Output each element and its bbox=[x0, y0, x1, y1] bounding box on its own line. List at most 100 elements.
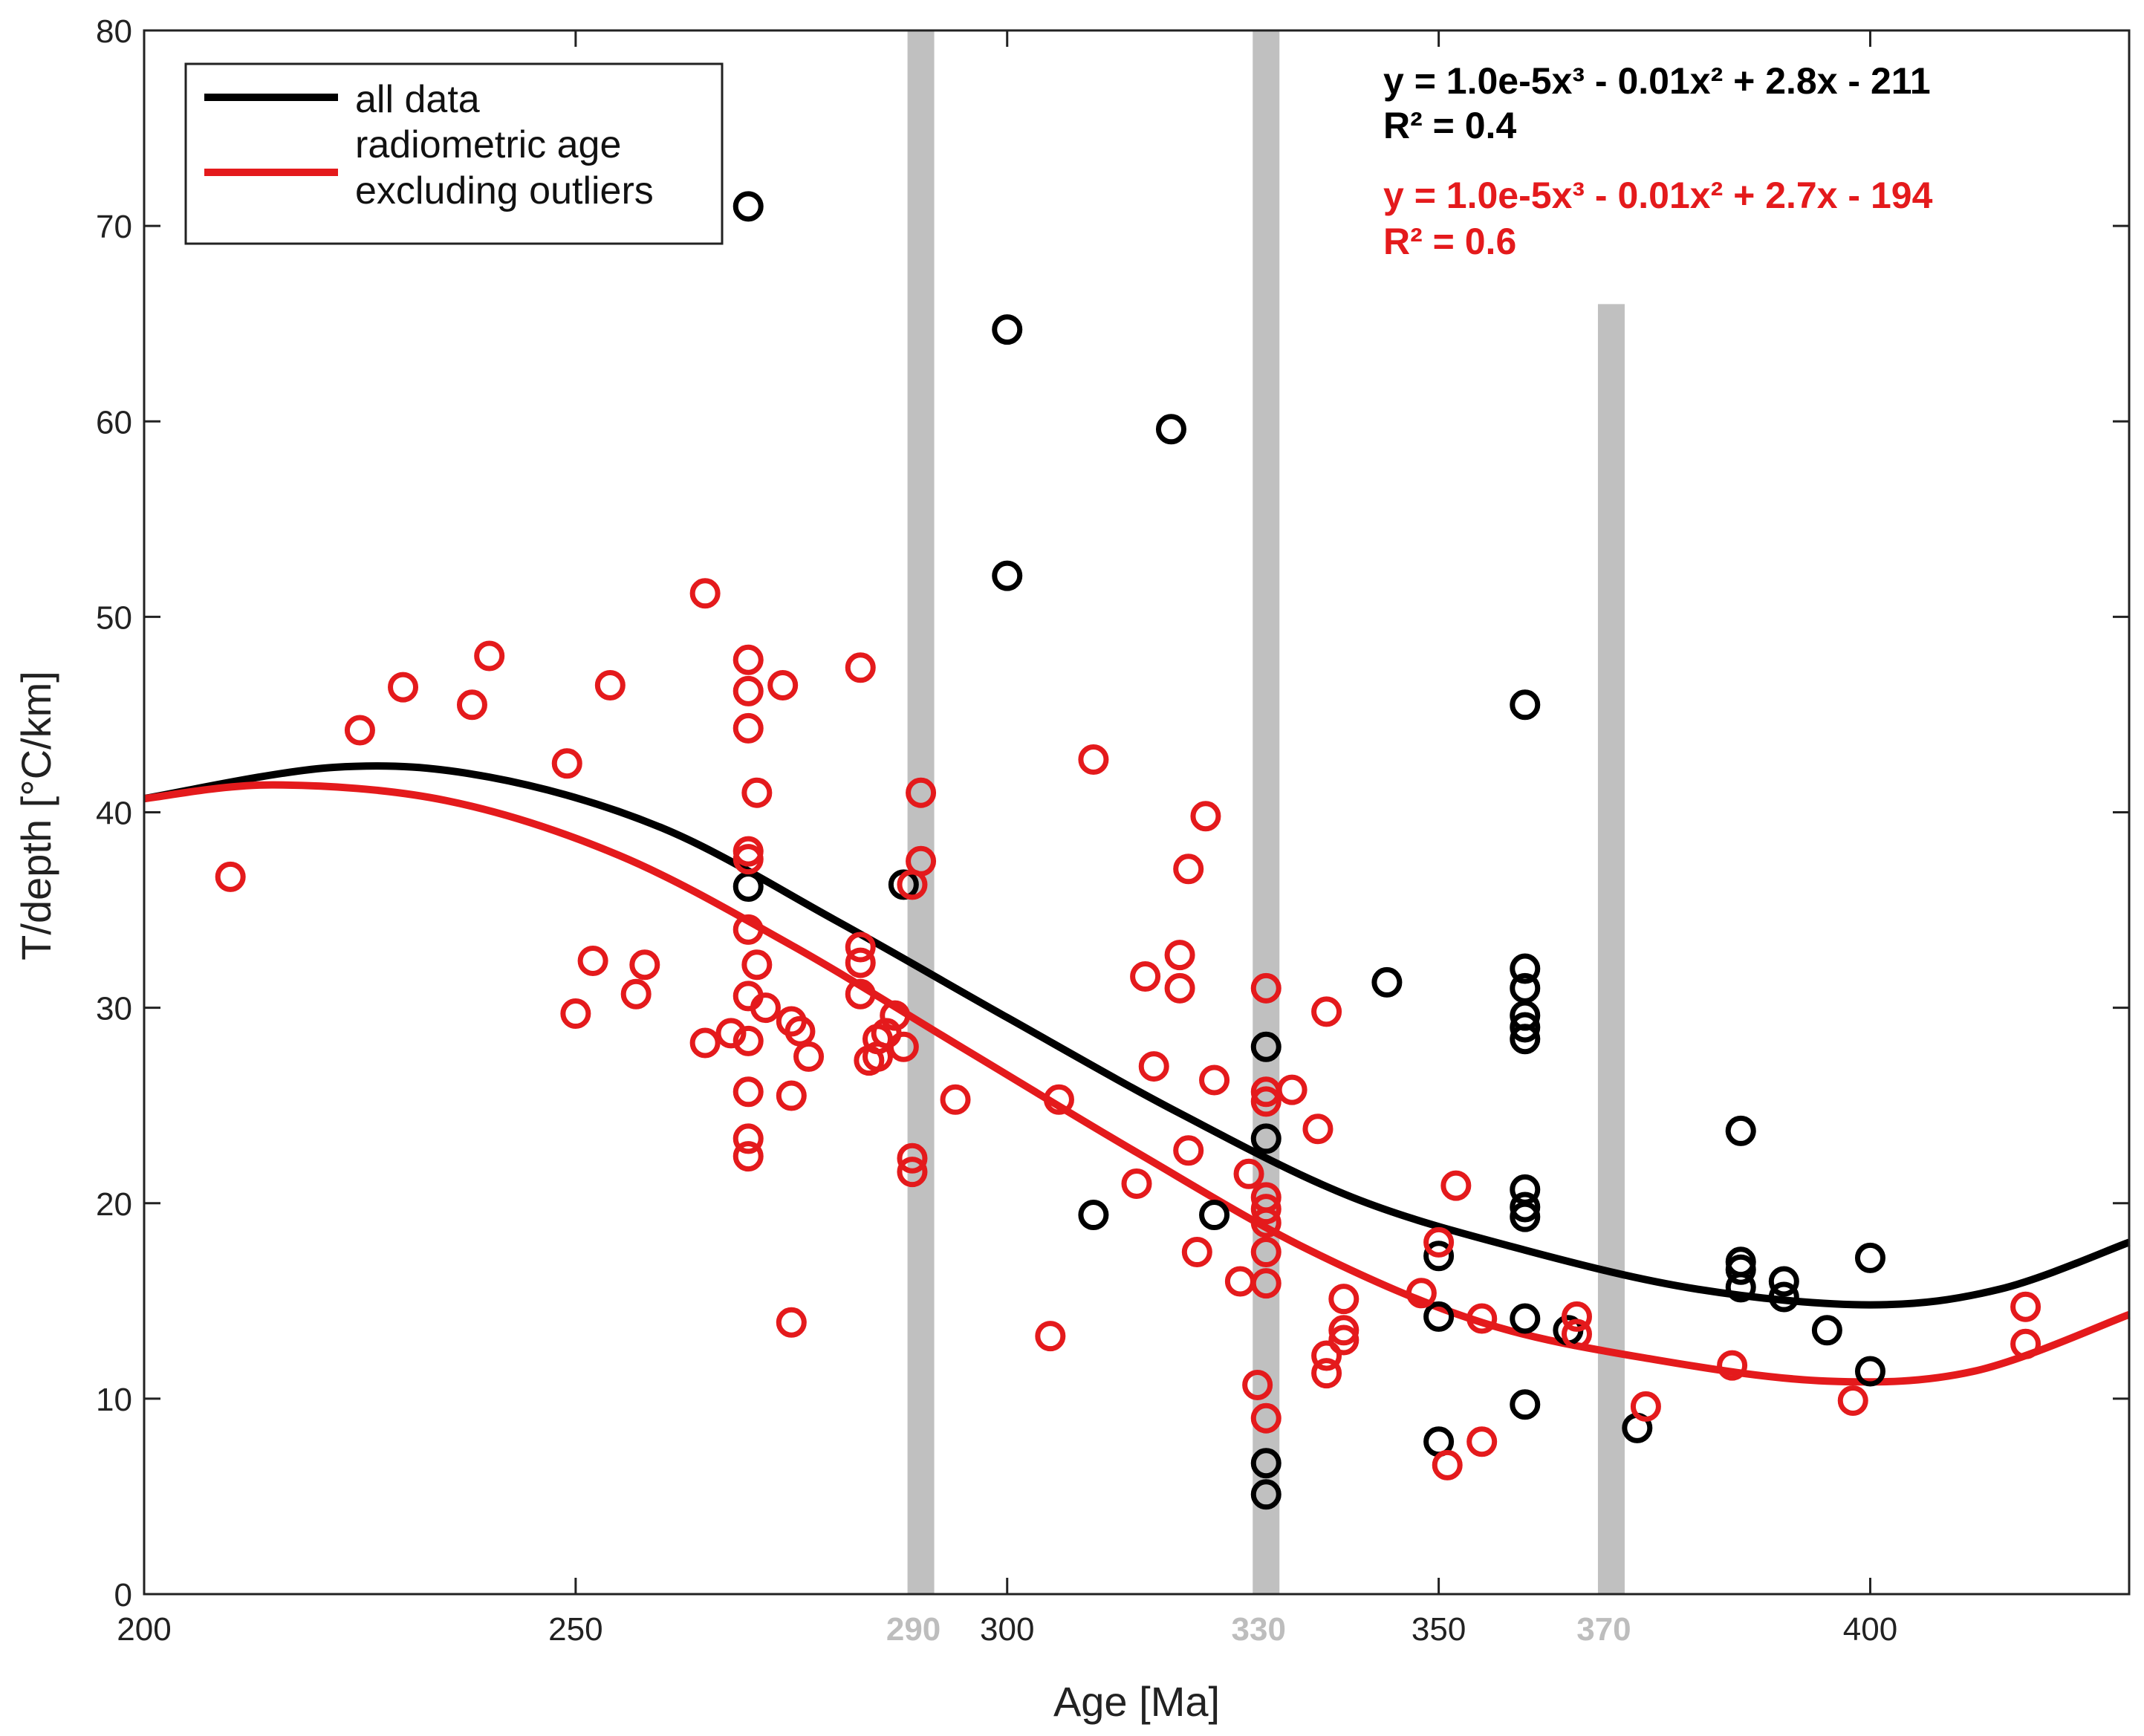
x-tick-label: 400 bbox=[1843, 1611, 1897, 1648]
point-radiometric bbox=[741, 949, 773, 981]
point-radiometric bbox=[1035, 1321, 1066, 1352]
point-all-data bbox=[1199, 1200, 1230, 1231]
point-all-data bbox=[1510, 1201, 1541, 1232]
equation-red-fit: y = 1.0e-5x³ - 0.01x² + 2.7x - 194 bbox=[1383, 175, 1933, 216]
point-all-data bbox=[1510, 1303, 1541, 1334]
point-radiometric bbox=[1837, 1385, 1868, 1417]
point-radiometric bbox=[715, 1018, 747, 1049]
y-axis-label: T/depth [°C/km] bbox=[13, 671, 59, 960]
point-radiometric bbox=[1561, 1301, 1592, 1332]
point-radiometric bbox=[1406, 1278, 1437, 1309]
point-radiometric bbox=[776, 1080, 807, 1111]
x-tick-label: 350 bbox=[1412, 1611, 1466, 1648]
y-tick-label: 20 bbox=[96, 1186, 132, 1223]
point-radiometric bbox=[906, 777, 937, 808]
legend-label-radiometric-1: radiometric age bbox=[355, 123, 621, 166]
series-radiometric bbox=[215, 578, 2041, 1480]
point-all-data bbox=[1371, 966, 1403, 998]
point-radiometric bbox=[1717, 1350, 1748, 1381]
point-all-data bbox=[1854, 1356, 1885, 1387]
point-radiometric bbox=[732, 1076, 764, 1108]
vertical-bands bbox=[907, 30, 1625, 1594]
point-radiometric bbox=[1250, 1268, 1281, 1299]
point-radiometric bbox=[1250, 1086, 1281, 1117]
point-radiometric bbox=[845, 652, 876, 683]
point-radiometric bbox=[1423, 1226, 1455, 1258]
point-radiometric bbox=[906, 845, 937, 877]
point-radiometric bbox=[629, 949, 660, 981]
legend-label-all-data: all data bbox=[355, 78, 480, 121]
band-330 bbox=[1253, 30, 1280, 1594]
point-all-data bbox=[1250, 1031, 1281, 1062]
band-label-370: 370 bbox=[1576, 1611, 1631, 1648]
point-radiometric bbox=[897, 1157, 928, 1188]
point-radiometric bbox=[888, 1031, 919, 1062]
point-radiometric bbox=[344, 715, 375, 746]
point-all-data bbox=[732, 191, 764, 222]
point-radiometric bbox=[620, 978, 652, 1010]
point-radiometric bbox=[750, 992, 781, 1024]
series-all-data bbox=[732, 191, 1885, 1510]
legend-label-radiometric-2: excluding outliers bbox=[355, 169, 654, 212]
point-all-data bbox=[1250, 1479, 1281, 1510]
point-radiometric bbox=[880, 1000, 911, 1031]
point-radiometric bbox=[1561, 1319, 1592, 1350]
point-radiometric bbox=[1164, 972, 1195, 1004]
point-radiometric bbox=[1630, 1391, 1661, 1422]
x-axis-ticks: 290 330 370 200 250 300 350 400 bbox=[117, 30, 1897, 1648]
point-radiometric bbox=[689, 1027, 721, 1059]
x-tick-label: 200 bbox=[117, 1611, 171, 1648]
point-all-data bbox=[992, 560, 1023, 591]
point-radiometric bbox=[1328, 1315, 1360, 1346]
point-radiometric bbox=[845, 978, 876, 1010]
point-all-data bbox=[992, 314, 1023, 345]
point-radiometric bbox=[1190, 801, 1221, 832]
point-all-data bbox=[1510, 1024, 1541, 1055]
point-radiometric bbox=[1233, 1158, 1264, 1189]
point-radiometric bbox=[1328, 1324, 1360, 1356]
point-radiometric bbox=[474, 640, 505, 672]
point-radiometric bbox=[1466, 1426, 1498, 1457]
point-radiometric bbox=[793, 1041, 825, 1072]
point-all-data bbox=[1250, 1448, 1281, 1479]
point-radiometric bbox=[1164, 940, 1195, 971]
point-radiometric bbox=[2010, 1328, 2041, 1359]
point-radiometric bbox=[845, 947, 876, 978]
band-label-330: 330 bbox=[1232, 1611, 1286, 1648]
y-tick-label: 70 bbox=[96, 209, 132, 245]
point-all-data bbox=[1423, 1301, 1455, 1332]
point-radiometric bbox=[1250, 1402, 1281, 1434]
point-radiometric bbox=[776, 1307, 807, 1338]
point-radiometric bbox=[897, 1142, 928, 1174]
point-radiometric bbox=[1440, 1170, 1472, 1201]
point-radiometric bbox=[732, 844, 764, 875]
y-axis-ticks: 0 10 20 30 40 50 60 70 80 bbox=[96, 13, 2129, 1613]
point-radiometric bbox=[732, 1025, 764, 1056]
y-tick-label: 50 bbox=[96, 599, 132, 636]
point-radiometric bbox=[845, 932, 876, 963]
point-all-data bbox=[1155, 414, 1186, 445]
point-all-data bbox=[1510, 1389, 1541, 1420]
point-radiometric bbox=[732, 914, 764, 945]
point-radiometric bbox=[1250, 1207, 1281, 1238]
point-radiometric bbox=[767, 669, 799, 700]
y-tick-label: 30 bbox=[96, 991, 132, 1027]
point-radiometric bbox=[1121, 1168, 1152, 1199]
point-radiometric bbox=[732, 1123, 764, 1154]
point-radiometric bbox=[1043, 1084, 1074, 1115]
point-all-data bbox=[888, 869, 919, 900]
point-all-data bbox=[1250, 1123, 1281, 1154]
point-radiometric bbox=[2010, 1291, 2041, 1322]
equation-black-fit: y = 1.0e-5x³ - 0.01x² + 2.8x - 211 bbox=[1383, 60, 1931, 102]
point-radiometric bbox=[1276, 1074, 1307, 1105]
point-radiometric bbox=[732, 644, 764, 675]
point-radiometric bbox=[1311, 1358, 1342, 1389]
point-radiometric bbox=[1311, 996, 1342, 1027]
point-all-data bbox=[1725, 1272, 1756, 1303]
fit-equations: y = 1.0e-5x³ - 0.01x² + 2.8x - 211 R² = … bbox=[1383, 60, 1933, 262]
point-all-data bbox=[1854, 1242, 1885, 1273]
point-radiometric bbox=[1432, 1449, 1463, 1480]
point-radiometric bbox=[560, 998, 591, 1030]
